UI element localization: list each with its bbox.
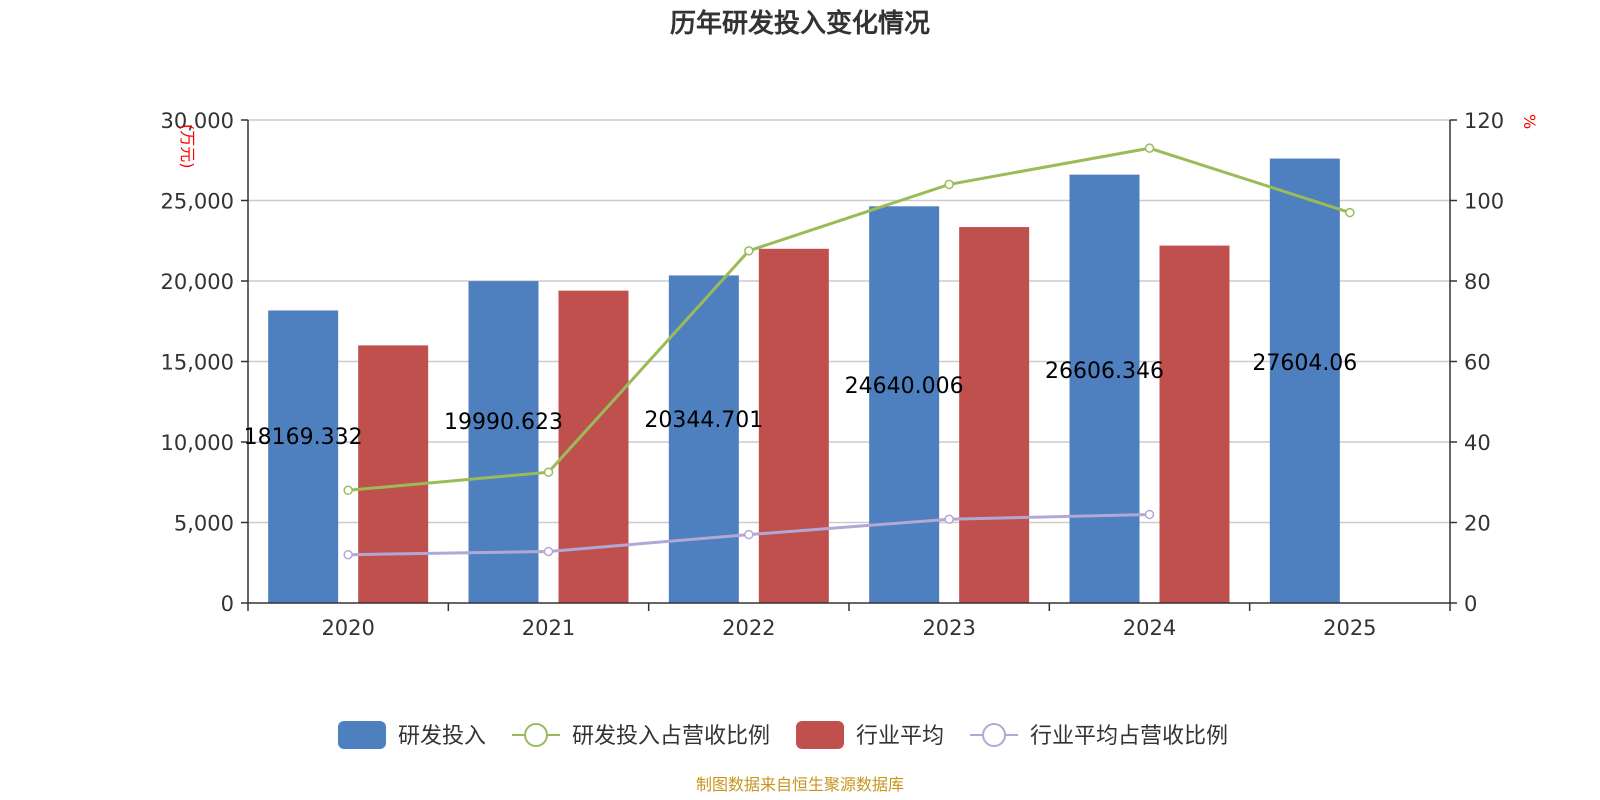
bar-行业平均[interactable]: [558, 290, 629, 603]
bar-研发投入[interactable]: [268, 310, 339, 603]
legend-label: 行业平均占营收比例: [1030, 724, 1228, 749]
left-tick-label: 15,000: [161, 351, 234, 375]
line-point[interactable]: [1345, 207, 1355, 218]
line-point[interactable]: [1144, 509, 1155, 520]
right-tick-label: 20: [1464, 512, 1491, 536]
chart-title: 历年研发投入变化情况: [670, 8, 930, 39]
legend[interactable]: 研发投入 研发投入占营收比例 行业平均 行业平均占营收比例: [338, 721, 1228, 749]
axes-layer: 0 5,000 10,000 15,000 20,000 25,000 30,000 0 20 4…: [161, 109, 1505, 640]
source-note: 制图数据来自恒生聚源数据库: [696, 775, 904, 794]
bar-行业平均[interactable]: [758, 248, 829, 604]
right-tick-label: 60: [1464, 351, 1491, 375]
line-point[interactable]: [343, 549, 353, 560]
x-tick-label: 2025: [1323, 616, 1376, 640]
line-point[interactable]: [944, 514, 954, 525]
bar-行业平均[interactable]: [1159, 245, 1230, 603]
bar-value-label: 20344.701: [644, 408, 763, 433]
x-tick-label: 2022: [722, 616, 775, 640]
bar-value-label: 19990.623: [444, 410, 563, 435]
line-研发投入占营收比例[interactable]: [348, 146, 1351, 492]
line-point[interactable]: [343, 485, 353, 496]
legend-item[interactable]: 研发投入: [338, 721, 486, 749]
lines-layer: [343, 143, 1355, 560]
legend-label: 行业平均: [856, 724, 944, 749]
bar-行业平均[interactable]: [959, 227, 1030, 603]
line-point[interactable]: [944, 179, 954, 190]
bars-layer: [268, 158, 1340, 604]
grid-lines: [248, 119, 1450, 524]
bar-研发投入[interactable]: [869, 206, 940, 603]
line-point[interactable]: [744, 246, 754, 256]
x-tick-label: 2021: [522, 616, 575, 640]
legend-label: 研发投入: [398, 724, 486, 749]
right-tick-label: 120: [1464, 109, 1504, 133]
left-tick-label: 25,000: [161, 190, 234, 214]
bar-labels-layer: 18169.332 19990.623 20344.701 24640.006 2660…: [244, 351, 1358, 450]
left-tick-label: 0: [221, 592, 234, 616]
bar-value-label: 18169.332: [244, 425, 363, 450]
left-axis-unit: (万元): [178, 124, 197, 169]
bar-value-label: 27604.06: [1252, 351, 1357, 376]
bar-value-label: 24640.006: [845, 374, 964, 399]
line-point[interactable]: [744, 529, 754, 540]
bar-行业平均[interactable]: [358, 345, 429, 603]
legend-bar-swatch: [796, 721, 845, 749]
line-point[interactable]: [543, 467, 554, 477]
bar-研发投入[interactable]: [1269, 158, 1340, 603]
left-tick-label: 30,000: [161, 109, 234, 133]
x-tick-label: 2020: [321, 616, 374, 640]
bar-研发投入[interactable]: [668, 275, 739, 603]
legend-marker: [524, 723, 549, 747]
right-tick-label: 0: [1464, 592, 1477, 616]
bar-value-label: 26606.346: [1045, 359, 1164, 384]
legend-label: 研发投入占营收比例: [572, 724, 770, 749]
left-tick-label: 5,000: [174, 512, 234, 536]
legend-item[interactable]: 行业平均: [796, 721, 944, 749]
line-point[interactable]: [543, 546, 554, 557]
legend-item[interactable]: 研发投入占营收比例: [512, 723, 770, 749]
left-tick-label: 20,000: [161, 270, 234, 294]
bar-研发投入[interactable]: [1069, 174, 1140, 604]
right-tick-label: 100: [1464, 190, 1504, 214]
right-axis-unit: %: [1520, 114, 1539, 129]
right-tick-label: 40: [1464, 431, 1491, 455]
line-point[interactable]: [1144, 143, 1155, 153]
legend-bar-swatch: [338, 721, 386, 749]
x-tick-label: 2023: [922, 616, 975, 640]
legend-item[interactable]: 行业平均占营收比例: [970, 723, 1228, 749]
x-tick-label: 2024: [1123, 616, 1176, 640]
legend-marker: [982, 723, 1007, 747]
bar-研发投入[interactable]: [468, 281, 539, 603]
right-tick-label: 80: [1464, 270, 1491, 294]
left-tick-label: 10,000: [161, 431, 234, 455]
